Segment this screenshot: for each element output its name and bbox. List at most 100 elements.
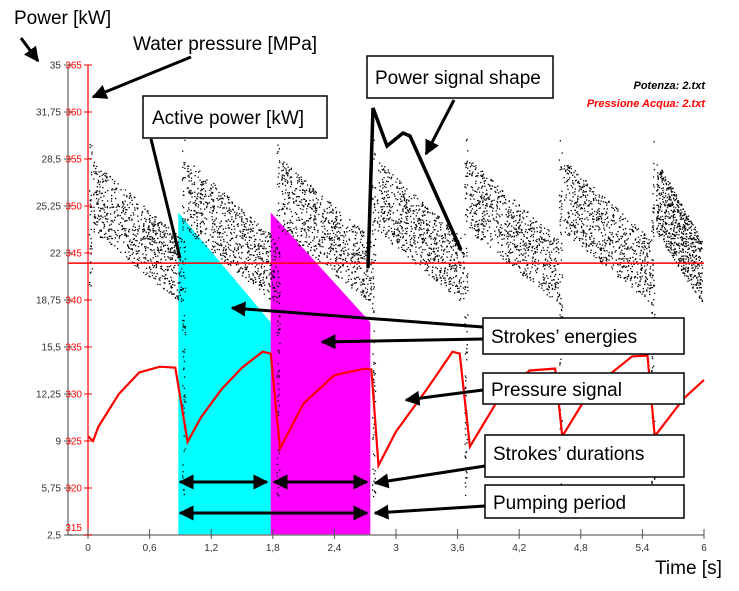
power-point — [220, 204, 222, 206]
power-point — [383, 177, 385, 179]
power-point — [533, 228, 535, 231]
power-point — [371, 230, 374, 232]
power-point — [351, 256, 353, 259]
power-point — [587, 211, 589, 213]
power-point — [582, 186, 584, 188]
power-point — [259, 239, 261, 241]
power-point — [241, 252, 243, 254]
power-point — [477, 226, 479, 228]
power-point — [398, 218, 400, 220]
power-point — [576, 230, 579, 232]
power-point — [93, 210, 95, 212]
power-point — [426, 264, 429, 266]
power-point — [515, 224, 517, 226]
power-point — [360, 291, 362, 293]
power-point — [197, 187, 199, 190]
power-point — [405, 239, 407, 242]
power-point — [509, 248, 512, 250]
power-point — [634, 239, 636, 241]
power-point — [627, 269, 629, 272]
power-point — [226, 195, 228, 197]
power-point — [302, 189, 304, 191]
power-point — [334, 236, 336, 238]
power-point — [255, 224, 258, 227]
power-point — [217, 243, 219, 245]
power-point — [444, 267, 446, 270]
power-point — [414, 227, 416, 229]
power-point — [242, 237, 244, 240]
power-point — [624, 240, 626, 242]
power-point — [107, 200, 109, 202]
power-point — [276, 247, 278, 249]
power-point — [548, 292, 550, 294]
power-point — [480, 187, 483, 189]
power-point — [229, 239, 232, 242]
power-point — [379, 162, 381, 164]
power-point — [598, 229, 600, 231]
power-point — [398, 230, 400, 232]
power-point — [136, 263, 139, 265]
power-point — [272, 277, 274, 279]
power-point — [118, 223, 120, 225]
power-point — [427, 212, 429, 214]
power-point — [622, 253, 625, 255]
power-point — [265, 236, 267, 239]
power-point — [205, 195, 207, 197]
power-point — [496, 204, 498, 206]
power-point — [333, 239, 335, 241]
power-point — [451, 265, 453, 267]
power-point — [672, 211, 674, 213]
power-point — [151, 223, 153, 226]
power-point — [683, 214, 685, 216]
power-point — [190, 190, 192, 192]
power-point — [662, 219, 664, 221]
power-point — [479, 201, 481, 203]
power-point — [585, 244, 587, 246]
power-point — [135, 235, 137, 237]
power-point — [358, 227, 360, 230]
power-point — [576, 206, 578, 209]
power-point — [183, 412, 185, 414]
power-point — [383, 185, 386, 188]
power-point — [122, 227, 124, 230]
power-point — [490, 179, 492, 182]
power-point — [536, 227, 538, 229]
power-point — [532, 239, 534, 242]
power-point — [556, 246, 558, 248]
power-point — [548, 285, 550, 287]
power-point — [156, 232, 158, 234]
power-point — [509, 222, 511, 224]
power-point — [464, 455, 466, 457]
power-point — [105, 175, 107, 177]
power-point — [421, 204, 423, 207]
power-point — [566, 185, 569, 187]
power-point — [486, 177, 488, 179]
power-point — [561, 306, 563, 308]
power-point — [514, 263, 516, 265]
power-point — [233, 225, 235, 227]
power-point — [466, 162, 468, 164]
power-point — [126, 256, 128, 258]
power-point — [576, 232, 578, 234]
power-point — [567, 165, 569, 167]
power-point — [475, 229, 477, 231]
power-point — [617, 208, 619, 210]
power-point — [212, 205, 214, 207]
power-point — [436, 268, 438, 270]
power-point — [422, 219, 424, 221]
power-point — [225, 252, 227, 254]
power-point — [677, 244, 679, 246]
power-point — [464, 456, 467, 458]
power-point — [216, 197, 218, 199]
power-point — [404, 232, 406, 235]
power-point — [211, 236, 213, 238]
power-point — [183, 241, 185, 244]
power-point — [374, 217, 376, 220]
power-point — [444, 261, 446, 263]
power-point — [224, 212, 226, 214]
power-point — [582, 235, 584, 237]
power-point — [334, 268, 336, 270]
power-point — [480, 239, 482, 241]
power-point — [599, 248, 602, 250]
power-point — [518, 265, 520, 267]
